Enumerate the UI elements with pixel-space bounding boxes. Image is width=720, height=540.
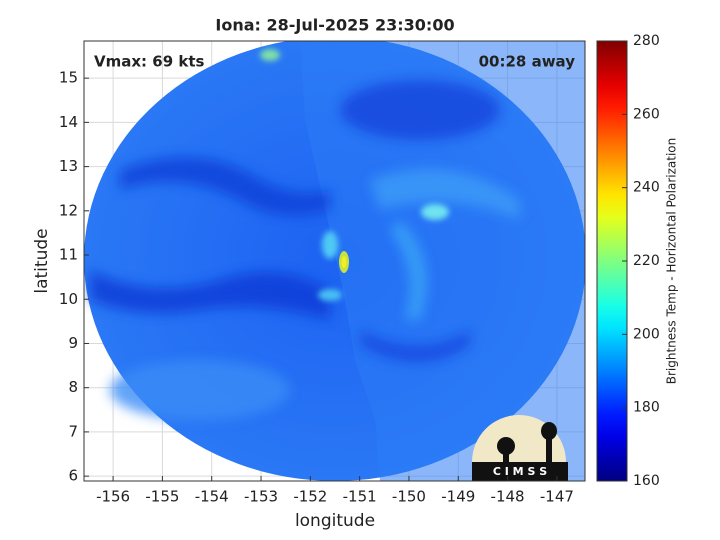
colorbar-tick-label: 180 <box>633 400 660 416</box>
x-tick-label: -149 <box>441 488 475 506</box>
colorbar-label: Brightness Temp - Horizontal Polarizatio… <box>665 138 679 385</box>
y-tick-label: 12 <box>59 201 78 219</box>
y-tick-label: 9 <box>68 334 78 352</box>
plot-frame <box>83 40 586 482</box>
colorbar-tick-label: 240 <box>633 180 660 196</box>
x-tick-label: -153 <box>244 488 278 506</box>
cimss-logo: C I M S S <box>472 415 568 481</box>
colorbar-tick-label: 160 <box>633 473 660 489</box>
x-tick-label: -148 <box>491 488 525 506</box>
x-tick-label: -155 <box>145 488 179 506</box>
x-tick-label: -156 <box>96 488 130 506</box>
x-tick-label: -154 <box>195 488 229 506</box>
y-tick-label: 14 <box>59 113 78 131</box>
y-tick-label: 7 <box>68 422 78 440</box>
annotation: Vmax: 69 kts <box>94 53 204 71</box>
x-tick-label: -152 <box>293 488 327 506</box>
x-tick-label: -151 <box>343 488 377 506</box>
logo-text: C I M S S <box>493 465 547 478</box>
colorbar-tick-label: 200 <box>633 326 660 342</box>
colorbar-tick-label: 260 <box>633 106 660 122</box>
y-tick-label: 10 <box>59 290 78 308</box>
y-tick-label: 6 <box>68 467 78 485</box>
x-axis-label: longitude <box>295 511 375 531</box>
colorbar-tick-label: 280 <box>633 33 660 49</box>
chart-title: Iona: 28-Jul-2025 23:30:00 <box>215 16 454 35</box>
brightness-image <box>84 41 585 481</box>
y-axis-label: latitude <box>32 228 52 293</box>
colorbar-tick-label: 220 <box>633 253 660 269</box>
x-tick-label: -147 <box>540 488 574 506</box>
x-tick-label: -150 <box>392 488 426 506</box>
y-tick-label: 8 <box>68 378 78 396</box>
y-tick-label: 11 <box>59 246 78 264</box>
y-tick-label: 15 <box>59 69 78 87</box>
y-tick-label: 13 <box>59 157 78 175</box>
annotation: 00:28 away <box>479 53 576 71</box>
